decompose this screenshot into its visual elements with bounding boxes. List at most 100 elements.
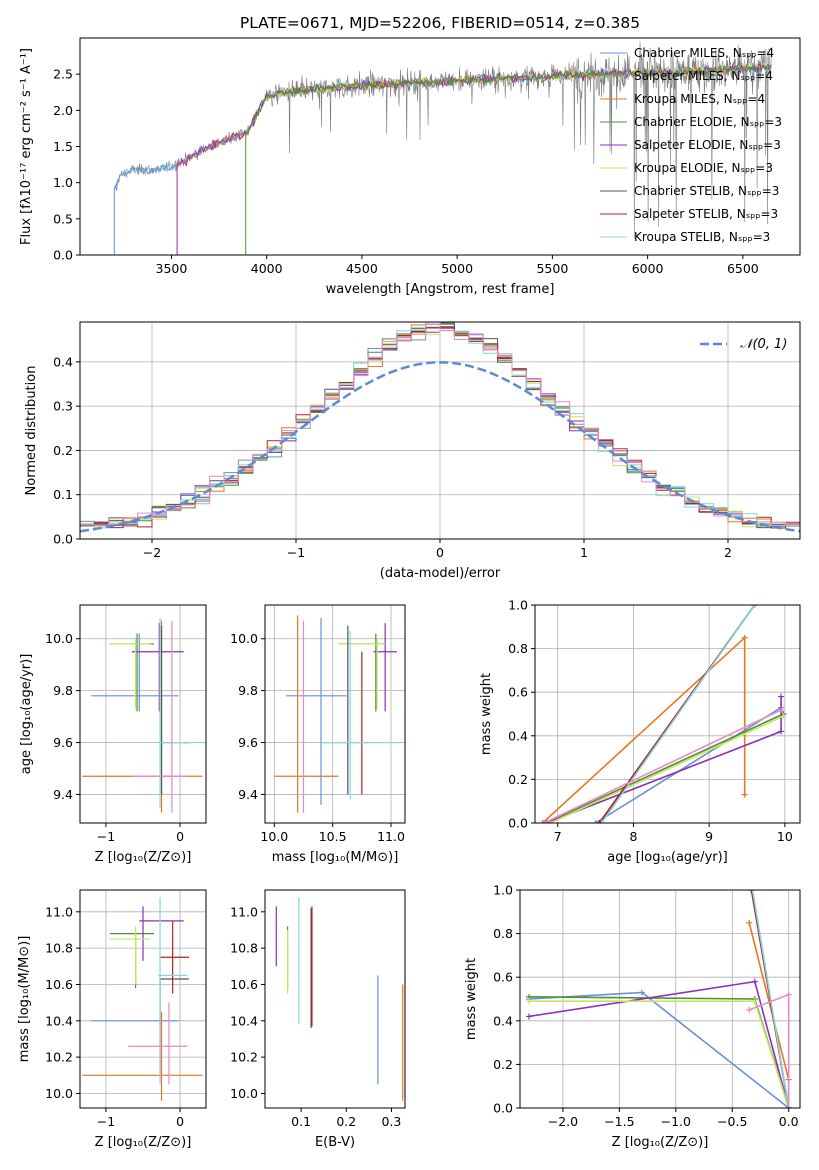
x-tick-label: 8: [629, 829, 637, 844]
error-bar-point: [321, 625, 368, 795]
y-axis-label: age [log₁₀(age/yr)]: [19, 654, 34, 775]
axes-frame: [519, 889, 801, 1109]
axes-frame: [534, 604, 801, 824]
mass-weight-marker: [778, 693, 785, 700]
plot-area: [265, 605, 405, 823]
mass-weight-series: [542, 635, 746, 823]
error-bar-point: [82, 1011, 203, 1101]
x-tick-label: 5000: [441, 261, 473, 276]
error-bar-point: [109, 633, 155, 712]
x-axis-label: age [log₁₀(age/yr)]: [607, 850, 728, 865]
panel-age_vs_mass: 10.0 10.5 11.0 9.4 9.6 9.8 10.0 mass [log₁₀(M/M…: [230, 604, 406, 865]
y-tick-label: 0.6: [493, 970, 513, 985]
panel-mass_vs_EBV: 0.1 0.2 0.3 10.0 10.2 10.4 10.6 10.8 11.0 E(B-V): [230, 889, 406, 1150]
y-tick-label: 0.0: [493, 1101, 513, 1116]
error-bar-point: [139, 906, 184, 961]
x-tick-label: 2: [724, 545, 732, 560]
error-bar-point: [159, 920, 189, 994]
x-tick-label: 0.0: [779, 1114, 799, 1129]
x-axis-label: Z [log₁₀(Z/Z⊙)]: [95, 1135, 192, 1150]
y-tick-label: 0.4: [508, 728, 528, 743]
x-tick-label: −1: [97, 829, 115, 844]
histogram-step: [80, 323, 800, 539]
legend-label: Chabrier MILES, Nₛₚₚ=4: [634, 46, 774, 60]
mass-weight-series: [748, 922, 790, 1108]
spectrum-model-line: [245, 61, 772, 255]
mass-weight-marker: [751, 605, 758, 608]
error-bar-point: [157, 897, 188, 1085]
legend-label: Salpeter MILES, Nₛₚₚ=4: [634, 69, 773, 83]
mass-weight-marker: [638, 989, 645, 996]
x-tick-label: −1.0: [661, 1114, 691, 1129]
y-tick-label: 0.2: [53, 443, 73, 458]
mass-weight-marker: [748, 890, 755, 893]
mass-weight-marker: [543, 820, 550, 823]
y-tick-label: 10.0: [45, 1086, 73, 1101]
y-tick-label: 10.2: [230, 1050, 258, 1065]
legend-label: Kroupa STELIB, Nₛₚₚ=3: [634, 230, 770, 244]
legend-label: Chabrier STELIB, Nₛₚₚ=3: [634, 184, 779, 198]
mass-weight-marker: [541, 820, 548, 823]
panel-massweight_vs_Z: −2.0 −1.5 −1.0 −0.5 0.0 0.0 0.2 0.4 0.6 0.8 1.0 Z […: [464, 883, 801, 1150]
x-tick-label: −2.0: [548, 1114, 578, 1129]
mass-weight-marker: [778, 706, 785, 713]
spectrum-legend: Chabrier MILES, Nₛₚₚ=4 Salpeter MILES, Nₛ…: [600, 46, 782, 244]
error-bar-point: [159, 978, 189, 1076]
mass-weight-series: [549, 715, 784, 823]
y-tick-label: 10.0: [230, 1086, 258, 1101]
x-tick-label: 1: [580, 545, 588, 560]
mass-weight-marker: [526, 998, 533, 1005]
mass-weight-marker: [778, 728, 785, 735]
plot-area: [80, 322, 800, 539]
y-tick-label: 11.0: [45, 904, 73, 919]
y-axis-label: mass weight: [479, 673, 494, 755]
x-axis-label: mass [log₁₀(M/M⊙)]: [272, 850, 399, 865]
x-axis-label: (data-model)/error: [380, 566, 501, 581]
mass-weight-series: [546, 713, 784, 823]
y-tick-label: 9.6: [238, 735, 258, 750]
y-tick-label: 2.0: [53, 103, 73, 118]
legend-label: Kroupa MILES, Nₛₚₚ=4: [634, 92, 765, 106]
y-tick-label: 0.5: [53, 211, 73, 226]
error-bar-point: [109, 932, 155, 989]
legend-label: Salpeter STELIB, Nₛₚₚ=3: [634, 207, 778, 221]
axes-frame: [79, 37, 801, 256]
mass-weight-marker: [741, 791, 748, 798]
y-axis-label: Normed distribution: [24, 366, 39, 496]
y-tick-label: 9.4: [238, 787, 258, 802]
mass-weight-marker: [751, 998, 758, 1005]
plot-area: [275, 897, 405, 1101]
axes-frame: [79, 604, 207, 824]
mass-weight-marker: [780, 713, 787, 720]
x-tick-label: 10.0: [260, 829, 288, 844]
panel-spectrum: 3500 4000 4500 5000 5500 6000 6500 0.0 0.5 1.0 1.5…: [19, 37, 801, 297]
error-bar-point: [82, 620, 203, 813]
axes-frame: [264, 604, 406, 824]
panel-mass_vs_Z: −1 0 10.0 10.2 10.4 10.6 10.8 11.0 Z [log₁₀(Z/Z⊙…: [17, 889, 207, 1150]
mass-weight-marker: [539, 820, 546, 823]
x-axis-label: wavelength [Angstrom, rest frame]: [326, 282, 555, 297]
figure-title: PLATE=0671, MJD=52206, FIBERID=0514, z=0…: [240, 14, 640, 32]
spectrum-data-line: [114, 41, 772, 239]
plot-area: [80, 890, 206, 1108]
mass-weight-marker: [596, 820, 603, 823]
y-axis-label: Flux [fλ10⁻¹⁷ erg cm⁻² s⁻¹ A⁻¹]: [19, 48, 34, 245]
error-bar-point: [286, 617, 347, 805]
x-tick-label: 0: [176, 829, 184, 844]
x-tick-label: 0.3: [382, 1114, 402, 1129]
y-tick-label: 10.8: [45, 941, 73, 956]
y-tick-label: 10.0: [45, 631, 73, 646]
y-axis-label: mass weight: [464, 958, 479, 1040]
mass-weight-series: [528, 996, 790, 1108]
x-tick-label: −2: [143, 545, 161, 560]
x-tick-label: 7: [554, 829, 562, 844]
axes-frame: [79, 321, 801, 540]
x-tick-label: −1: [287, 545, 305, 560]
panel-massweight_vs_age: 7 8 9 10 0.0 0.2 0.4 0.6 0.8 1.0 age [log₁₀(age/yr…: [479, 598, 801, 865]
legend-label: Salpeter ELODIE, Nₛₚₚ=3: [634, 138, 781, 152]
y-tick-label: 2.5: [53, 67, 73, 82]
x-tick-label: 9: [705, 829, 713, 844]
x-tick-label: 10: [777, 829, 793, 844]
y-tick-label: 0.0: [53, 248, 73, 263]
